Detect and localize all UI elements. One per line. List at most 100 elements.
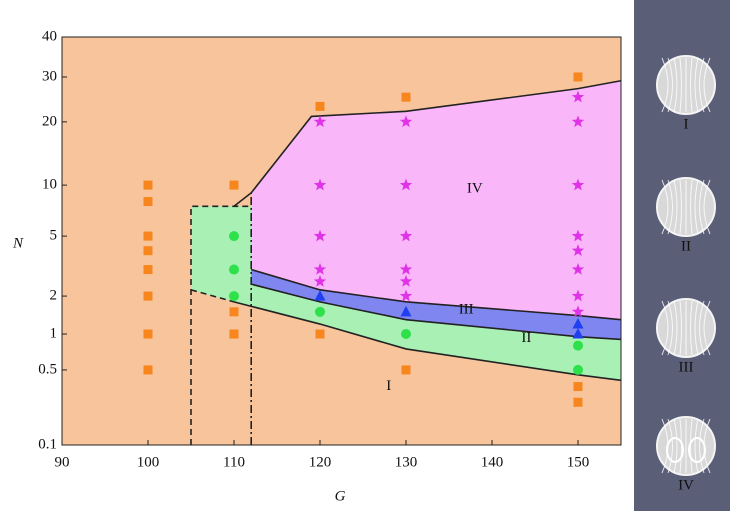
region-label: IV: [467, 180, 483, 196]
thumbnail-streak: [661, 300, 669, 356]
thumbnail-streak: [690, 418, 693, 474]
thumbnail-streak: [673, 418, 678, 474]
marker: [315, 306, 325, 317]
marker: [229, 307, 239, 317]
marker: [572, 318, 584, 329]
x-tick-label: 100: [137, 454, 160, 470]
plot-area: [143, 72, 621, 445]
thumbnail-streak: [661, 57, 669, 113]
thumbnail-label: IV: [678, 477, 694, 493]
marker: [573, 382, 583, 392]
plot-frame: [61, 36, 622, 446]
marker: [573, 72, 583, 82]
thumbnail-streak: [679, 57, 682, 113]
thumbnail-streak: [694, 57, 699, 113]
marker: [571, 289, 585, 302]
thumbnail-streak: [690, 300, 693, 356]
x-axis-label: G: [335, 488, 346, 504]
thumbnail-streak: [703, 57, 711, 113]
marker: [229, 329, 239, 339]
thumbnail-streak: [679, 300, 682, 356]
thumbnail-streak: [703, 179, 711, 235]
thumbnail-streak: [694, 300, 699, 356]
marker: [143, 180, 153, 190]
marker: [143, 197, 153, 207]
y-tick-label: 0.1: [38, 436, 57, 452]
marker: [573, 340, 583, 351]
region-label: II: [521, 330, 531, 346]
marker: [143, 291, 153, 301]
thumbnail-streak: [679, 418, 682, 474]
thumbnail-streak: [694, 179, 699, 235]
y-tick-label: 40: [42, 28, 57, 44]
marker: [143, 231, 153, 241]
thumbnail-streak: [661, 179, 669, 235]
thumbnail-vortex: [688, 437, 706, 463]
marker: [399, 229, 413, 242]
thumbnail-streak: [673, 300, 678, 356]
x-tick-label: 120: [309, 454, 332, 470]
region: [251, 80, 621, 320]
thumbnail-streak: [699, 418, 705, 474]
marker: [571, 263, 585, 275]
x-tick-label: 110: [223, 454, 245, 470]
region-label: III: [459, 301, 474, 317]
thumbnail-streak: [699, 57, 705, 113]
boundary-line: [233, 301, 621, 382]
x-tick-label: 90: [55, 454, 70, 470]
marker: [571, 115, 585, 128]
marker: [229, 291, 239, 302]
marker: [400, 305, 412, 317]
marker: [229, 264, 239, 275]
marker: [143, 246, 153, 256]
thumbnail-streak: [690, 179, 693, 235]
y-axis-label: N: [12, 235, 24, 251]
marker: [399, 178, 413, 191]
boundary-line: [190, 289, 235, 303]
marker: [313, 178, 327, 191]
y-tick-label: 10: [42, 177, 57, 193]
marker: [399, 274, 413, 287]
thumbnail-streak: [694, 418, 699, 474]
marker: [401, 329, 411, 340]
x-tick-label: 150: [567, 454, 590, 470]
region: [191, 206, 621, 381]
marker: [315, 101, 325, 111]
y-tick-label: 1: [50, 325, 58, 341]
marker: [229, 180, 239, 190]
thumbnail-streak: [699, 179, 705, 235]
thumbnail-streak: [667, 418, 673, 474]
marker: [573, 397, 583, 407]
marker: [401, 365, 411, 375]
boundary-line: [250, 268, 621, 321]
marker: [571, 178, 585, 191]
boundary-line: [233, 79, 621, 207]
thumbnail-streak: [699, 300, 705, 356]
marker: [571, 244, 585, 256]
thumbnail-label: III: [679, 359, 694, 375]
marker: [571, 229, 585, 242]
x-tick-label: 140: [481, 454, 504, 470]
marker: [315, 329, 325, 339]
y-tick-label: 5: [50, 228, 58, 244]
thumbnail-vortex: [666, 437, 684, 463]
thumbnail-label: I: [684, 116, 689, 132]
marker: [143, 365, 153, 375]
thumbnail-streak: [667, 179, 673, 235]
thumbnail-streak: [673, 57, 678, 113]
y-tick-label: 20: [42, 113, 57, 129]
marker: [572, 328, 584, 339]
thumbnail-streak: [667, 57, 673, 113]
marker: [313, 274, 327, 287]
marker: [313, 229, 327, 242]
thumbnail-label: II: [681, 238, 691, 254]
marker: [401, 92, 411, 102]
marker: [314, 290, 326, 301]
y-tick-label: 0.5: [38, 361, 57, 377]
thumbnail-streak: [667, 300, 673, 356]
thumbnail-streak: [679, 179, 682, 235]
marker: [571, 305, 585, 318]
y-tick-label: 30: [42, 68, 57, 84]
thumbnail-streak: [703, 300, 711, 356]
